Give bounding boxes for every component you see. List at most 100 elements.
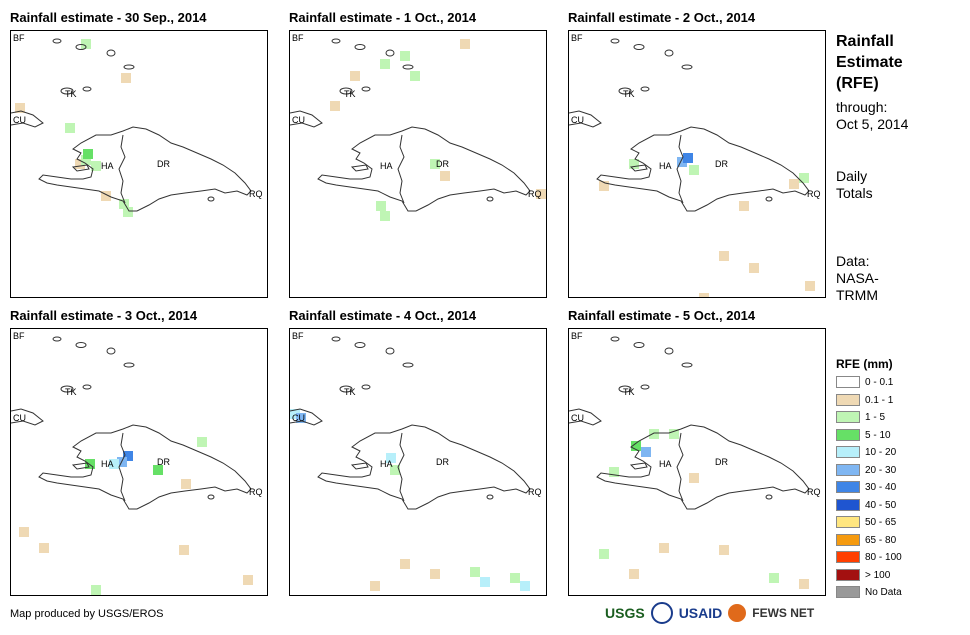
panel-title-4: Rainfall estimate - 3 Oct., 2014 — [10, 308, 198, 323]
map-label-dr: DR — [436, 457, 449, 467]
island — [106, 347, 116, 355]
coastline — [676, 134, 684, 204]
map-label-bf: BF — [292, 33, 304, 43]
legend-swatch — [836, 446, 860, 459]
rainfall-cell — [430, 159, 440, 169]
coastline — [350, 462, 369, 470]
map-panel-2: BF CU TK HA DR RQ — [289, 30, 547, 298]
coastline — [317, 126, 531, 212]
island — [618, 87, 632, 95]
map-canvas: BF CU TK HA DR RQ — [11, 33, 263, 217]
legend-swatch — [836, 376, 860, 389]
rainfall-cell — [109, 459, 119, 469]
legend-item: 50 - 65 — [836, 516, 896, 530]
rainfall-cell — [83, 149, 93, 159]
island — [402, 64, 414, 70]
usaid-logo: USAID — [678, 605, 723, 621]
island — [610, 336, 620, 342]
rainfall-cell — [719, 545, 729, 555]
map-label-tk: TK — [344, 89, 356, 99]
coastline — [596, 126, 810, 212]
map-panel-1: BF CU TK HA DR RQ — [10, 30, 268, 298]
legend-item: 5 - 10 — [836, 428, 891, 443]
rainfall-cell — [789, 179, 799, 189]
map-label-tk: TK — [344, 387, 356, 397]
through-date: through: Oct 5, 2014 — [836, 99, 909, 132]
legend-title: RFE (mm) — [836, 357, 893, 371]
coastline — [569, 408, 602, 426]
map-label-dr: DR — [157, 457, 170, 467]
map-label-bf: BF — [13, 33, 25, 43]
map-label-cu: CU — [292, 115, 305, 125]
map-label-rq: RQ — [807, 189, 821, 199]
coastline — [118, 432, 126, 502]
map-label-cu: CU — [571, 115, 584, 125]
legend-item: 10 - 20 — [836, 446, 896, 460]
coastline — [397, 432, 405, 502]
coastline — [71, 164, 90, 172]
island — [60, 385, 74, 393]
rainfall-cell — [65, 123, 75, 133]
map-panel-5: BF CU TK HA DR RQ — [289, 328, 547, 596]
rainfall-cell — [91, 585, 101, 595]
island — [633, 342, 645, 348]
island — [633, 44, 645, 50]
rainfall-cell — [629, 159, 639, 169]
legend-label: 80 - 100 — [865, 552, 902, 563]
rainfall-cell — [179, 545, 189, 555]
rainfall-cell — [470, 567, 480, 577]
map-canvas: BF CU TK HA DR RQ — [569, 33, 821, 297]
legend-swatch — [836, 481, 860, 494]
fews-net-logo: FEWS NET — [752, 606, 815, 620]
island — [486, 196, 494, 202]
rainfall-cell — [85, 459, 95, 469]
coastline — [397, 134, 405, 204]
map-label-cu: CU — [13, 115, 26, 125]
map-label-bf: BF — [571, 331, 583, 341]
rainfall-cell — [769, 573, 779, 583]
rainfall-cell — [119, 199, 129, 209]
map-canvas: BF CU TK HA DR RQ — [11, 331, 263, 595]
rainfall-cell — [380, 59, 390, 69]
rainfall-cell — [536, 189, 546, 199]
coastline — [38, 126, 252, 212]
map-label-ha: HA — [659, 459, 672, 469]
island — [640, 86, 650, 92]
rainfall-cell — [689, 473, 699, 483]
island — [207, 196, 215, 202]
legend-label: 30 - 40 — [865, 482, 897, 493]
rainfall-cell — [460, 39, 470, 49]
rainfall-cell — [380, 211, 390, 221]
rainfall-cell — [719, 251, 729, 261]
rainfall-cell — [390, 465, 400, 475]
rainfall-cell — [629, 569, 639, 579]
map-label-bf: BF — [13, 331, 25, 341]
legend-item: No Data — [836, 586, 902, 600]
map-label-tk: TK — [623, 89, 635, 99]
legend-item: 0 - 0.1 — [836, 376, 893, 390]
rainfall-cell — [641, 447, 651, 457]
legend-label: No Data — [865, 587, 902, 598]
map-label-rq: RQ — [249, 487, 263, 497]
map-label-dr: DR — [157, 159, 170, 169]
rainfall-cell — [197, 437, 207, 447]
map-label-rq: RQ — [528, 189, 542, 199]
logo-strip: USGS USAID FEWS NET — [605, 602, 814, 624]
legend-item: 80 - 100 — [836, 551, 902, 565]
legend-item: > 100 — [836, 568, 890, 583]
panel-title-6: Rainfall estimate - 5 Oct., 2014 — [568, 308, 756, 323]
daily-totals: Daily Totals — [836, 168, 873, 201]
coastline — [290, 110, 323, 128]
map-title: Rainfall Estimate (RFE) — [836, 33, 903, 92]
map-label-ha: HA — [659, 161, 672, 171]
map-label-cu: CU — [571, 413, 584, 423]
rainfall-cell — [153, 465, 163, 475]
rainfall-cell — [123, 451, 133, 461]
island — [354, 44, 366, 50]
rainfall-cell — [91, 161, 101, 171]
legend-swatch — [836, 568, 860, 581]
island — [681, 362, 693, 368]
map-panel-4: BF CU TK HA DR RQ — [10, 328, 268, 596]
legend-label: 65 - 80 — [865, 534, 897, 546]
island — [52, 336, 62, 342]
